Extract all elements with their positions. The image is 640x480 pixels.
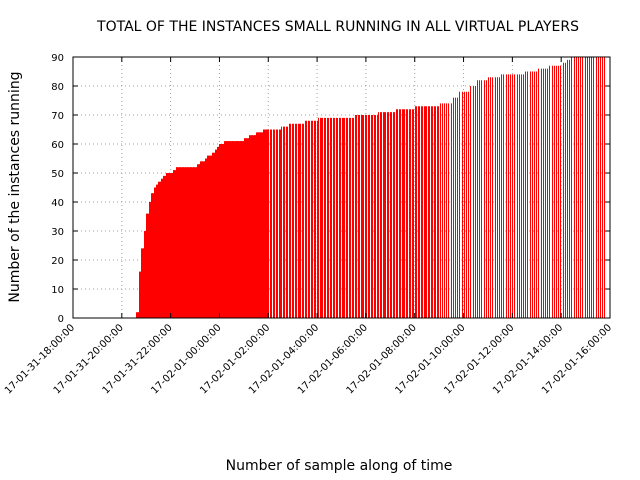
y-axis-label: Number of the instances running	[7, 71, 23, 302]
y-tick-label: 90	[51, 53, 64, 64]
y-tick-label: 20	[51, 256, 64, 267]
grid	[73, 57, 610, 318]
y-tick-label: 30	[51, 227, 64, 238]
y-tick-label: 80	[51, 82, 64, 93]
y-tick-label: 70	[51, 111, 64, 122]
x-axis-label: Number of sample along of time	[226, 458, 453, 474]
y-tick-label: 50	[51, 169, 64, 180]
y-tick-label: 0	[58, 314, 64, 325]
y-tick-label: 60	[51, 140, 64, 151]
y-tick-label: 40	[51, 198, 64, 209]
y-axis: 0 10 20 30 40 50 60 70 80 90	[51, 53, 610, 325]
bars	[136, 57, 605, 318]
y-tick-label: 10	[51, 285, 64, 296]
plot-frame	[72, 56, 611, 319]
chart-title: TOTAL OF THE INSTANCES SMALL RUNNING IN …	[96, 19, 579, 35]
